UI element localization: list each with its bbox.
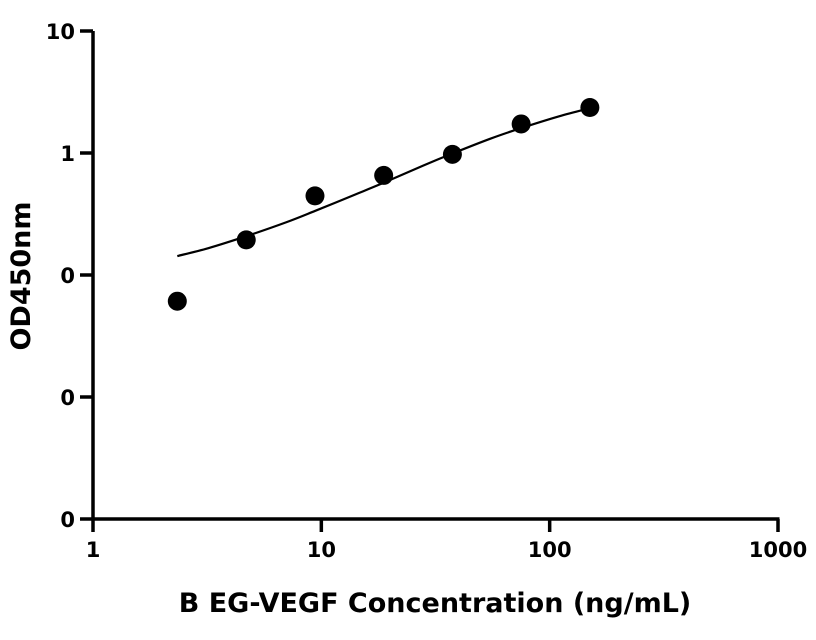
x-axis-title: B EG-VEGF Concentration (ng/mL) [179,588,692,619]
data-point [580,98,600,118]
x-tick-label: 10 [307,538,336,562]
x-tick-label: 100 [528,538,572,562]
data-point [374,165,394,185]
data-point [236,230,256,250]
points-layer [167,98,600,311]
y-tick-label: 10 [46,20,75,44]
y-tick-label: 1 [60,142,75,166]
data-point [442,144,462,164]
y-tick-label: 0 [60,386,75,410]
y-tick-label: 0 [60,508,75,532]
y-axis-title: OD450nm [6,201,37,350]
data-point [305,186,325,206]
axes [80,29,780,532]
y-tick-label: 0 [60,264,75,288]
data-point [167,291,187,311]
data-point [511,114,531,134]
x-tick-label: 1000 [749,538,807,562]
x-tick-label: 1 [86,538,101,562]
